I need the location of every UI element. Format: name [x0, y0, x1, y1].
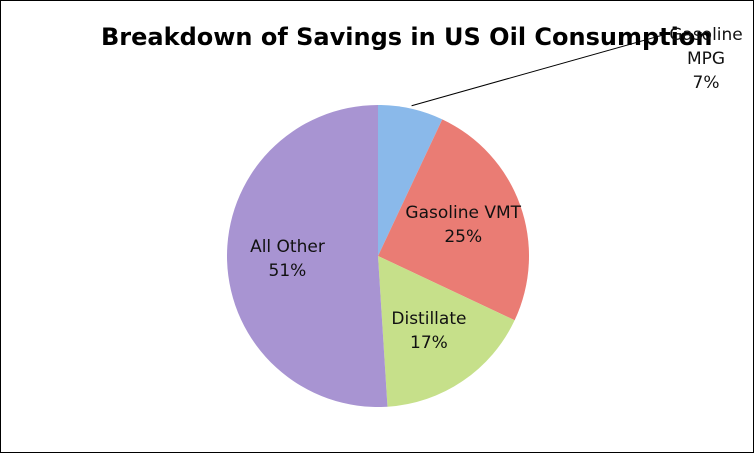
leader-line	[411, 34, 664, 107]
data-label: All Other 51%	[207, 235, 367, 283]
slice-value: 7%	[692, 73, 720, 93]
data-label: Gasoline VMT 25%	[383, 201, 543, 249]
pie-slice	[378, 119, 530, 321]
data-label: Distillate 17%	[349, 307, 509, 355]
slice-value: 51%	[268, 260, 307, 281]
slice-name: Gasoline VMT	[405, 203, 522, 224]
slice-name: All Other	[250, 236, 325, 257]
data-label: Gasoline MPG 7%	[666, 23, 746, 95]
pie-slice	[226, 105, 388, 407]
chart-title: Breakdown of Savings in US Oil Consumpti…	[101, 23, 713, 51]
slice-name: Gasoline MPG	[669, 25, 743, 69]
slice-name: Distillate	[391, 308, 467, 329]
slice-value: 25%	[444, 227, 483, 248]
slice-value: 17%	[410, 332, 448, 353]
pie-slice	[378, 105, 443, 256]
pie-slice	[378, 256, 515, 407]
